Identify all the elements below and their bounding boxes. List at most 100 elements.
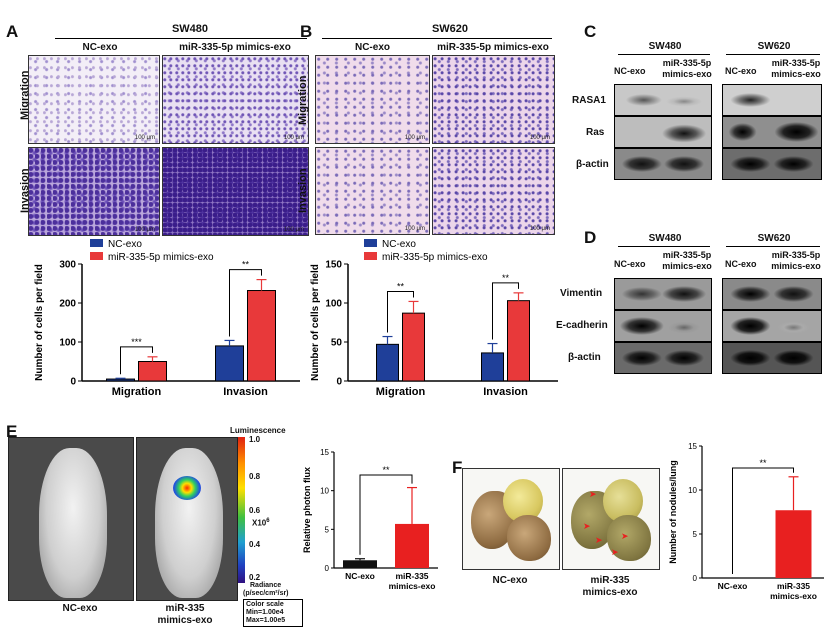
bar [775, 510, 812, 578]
y-axis-label: Relative photon flux [302, 467, 312, 553]
color-scale-title: Color scale [246, 601, 284, 608]
y-tick-label: 300 [59, 260, 76, 271]
panel-label-b: B [300, 22, 313, 41]
legend-label: miR-335-5p mimics-exo [382, 252, 488, 263]
blot-d-sw480-actin [614, 342, 712, 374]
scale-bar-label: 100 μm [404, 135, 425, 141]
bar [395, 523, 429, 568]
blot-c-sw620-actin [722, 148, 822, 180]
blot-c-sw480-rasa1 [614, 84, 712, 116]
legend-swatch [90, 252, 103, 260]
x-tick-label: NC-exo [718, 581, 748, 591]
significance-label: ** [397, 281, 405, 291]
panel-c-cell-line-2: SW620 [757, 41, 791, 52]
mouse-image-mimic [136, 437, 238, 601]
y-tick-label: 0 [325, 564, 330, 573]
micrograph-a-invasion-mimic: 100 μm [162, 147, 309, 236]
y-tick-label: 15 [320, 448, 329, 457]
mouse-label-mimic-2: mimics-exo [157, 615, 213, 626]
y-tick-label: 5 [693, 530, 698, 539]
panel-c-row-ras: Ras [586, 127, 605, 138]
bar [247, 290, 276, 382]
blot-c-sw620-rasa1 [722, 84, 822, 116]
colorbar-tick-3: 0.6 [249, 506, 261, 515]
y-tick-label: 0 [336, 377, 342, 388]
colorbar-unit: X106 [252, 518, 270, 528]
lung-label-mimic-1: miR-335 [590, 575, 630, 586]
micrograph-a-invasion-nc: 100 μm [28, 147, 160, 236]
significance-bracket [732, 467, 794, 574]
blot-c-sw480-actin [614, 148, 712, 180]
panel-d-row-actin: β-actin [568, 352, 601, 363]
panel-c-line-1 [618, 54, 710, 55]
colorbar-tick-4: 0.4 [249, 540, 261, 549]
chart-e: 0 5 10 15 Relative photon flux NC-exo miR-335m… [302, 448, 438, 591]
x-tick-label: mimics-exo [389, 581, 436, 591]
significance-bracket [229, 269, 262, 337]
mouse-body-mimic [155, 448, 223, 598]
lung-image-mimic: ➤ ➤ ➤ ➤ ➤ [562, 468, 660, 570]
panel-label-e: E [6, 422, 18, 441]
nodule-arrow-icon: ➤ [583, 521, 591, 531]
significance-label: ** [242, 260, 250, 270]
panel-b-col-nc: NC-exo [354, 42, 390, 53]
bar [481, 352, 504, 382]
panel-d-line-1 [618, 246, 710, 247]
panel-c-lane-mimic-1b: mimics-exo [662, 69, 712, 79]
blot-c-sw480-ras [614, 116, 712, 148]
panel-a-col-nc: NC-exo [82, 42, 118, 53]
scale-bar-label: 100 μm [404, 226, 425, 232]
panel-c-lane-mimic-1a: miR-335-5p [662, 58, 712, 68]
x-tick-label: Migration [112, 386, 162, 398]
colorbar-tick-5: 0.2 [249, 573, 261, 582]
x-tick-label: Invasion [483, 386, 528, 398]
chart-f: 0 5 10 15 Number of nodules/lung NC-exo miR-33… [668, 442, 824, 601]
mouse-body-nc [39, 448, 107, 598]
panel-c-lane-mimic-2b: mimics-exo [771, 69, 821, 79]
mouse-label-mimic-1: miR-335 [165, 603, 205, 614]
x-tick-label: mimics-exo [770, 591, 817, 601]
bar [106, 378, 135, 382]
colorbar-title: Luminescence [230, 426, 286, 435]
radiance-label: Radiance [250, 582, 282, 589]
panel-d-row-vimentin: Vimentin [560, 288, 603, 299]
blot-c-sw620-ras [722, 116, 822, 148]
panel-c-lane-mimic-2a: miR-335-5p [771, 58, 821, 68]
y-axis-label: Number of cells per field [310, 264, 321, 381]
legend-swatch [90, 239, 103, 247]
colorbar-tick-1: 1.0 [249, 435, 261, 444]
x-tick-label: miR-335 [777, 581, 810, 591]
nodule-arrow-icon: ➤ [595, 535, 603, 545]
legend-label: NC-exo [382, 239, 416, 250]
panel-label-f: F [452, 458, 463, 477]
y-tick-label: 0 [693, 574, 698, 583]
panel-d-lane-mimic-1b: mimics-exo [662, 261, 712, 271]
colorbar [238, 437, 245, 583]
legend-label: NC-exo [108, 239, 142, 250]
color-scale-max: Max=1.00e5 [246, 617, 286, 624]
mouse-label-nc: NC-exo [62, 603, 98, 614]
legend-label: miR-335-5p mimics-exo [108, 252, 214, 263]
y-tick-label: 10 [688, 486, 697, 495]
colorbar-unit-exp: 6 [266, 518, 270, 524]
panel-d-lane-mimic-2a: miR-335-5p [771, 250, 821, 260]
bar [376, 343, 399, 382]
panel-c-lane-nc-2: NC-exo [725, 66, 757, 76]
y-tick-label: 50 [331, 338, 343, 349]
color-scale-min: Min=1.00e4 [246, 609, 284, 616]
significance-label: *** [131, 337, 142, 347]
micrograph-b-migration-mimic: 100 μm [432, 55, 555, 144]
panel-b-header-line [322, 38, 552, 39]
panel-d-row-ecadherin: E-cadherin [556, 320, 608, 331]
chart-b: NC-exo miR-335-5p mimics-exo 0 50 100 150 Numb… [310, 239, 558, 398]
panel-a-col-mimic: miR-335-5p mimics-exo [179, 42, 291, 53]
scale-bar-label: 100 μm [529, 226, 550, 232]
micrograph-a-migration-nc: 100 μm [28, 55, 160, 144]
x-tick-label: NC-exo [345, 571, 375, 581]
legend-swatch [364, 239, 377, 247]
panel-c-lane-nc-1: NC-exo [614, 66, 646, 76]
bar [215, 345, 244, 382]
y-tick-label: 15 [688, 442, 697, 451]
bar [138, 361, 167, 382]
lung-label-mimic-2: mimics-exo [582, 587, 638, 598]
